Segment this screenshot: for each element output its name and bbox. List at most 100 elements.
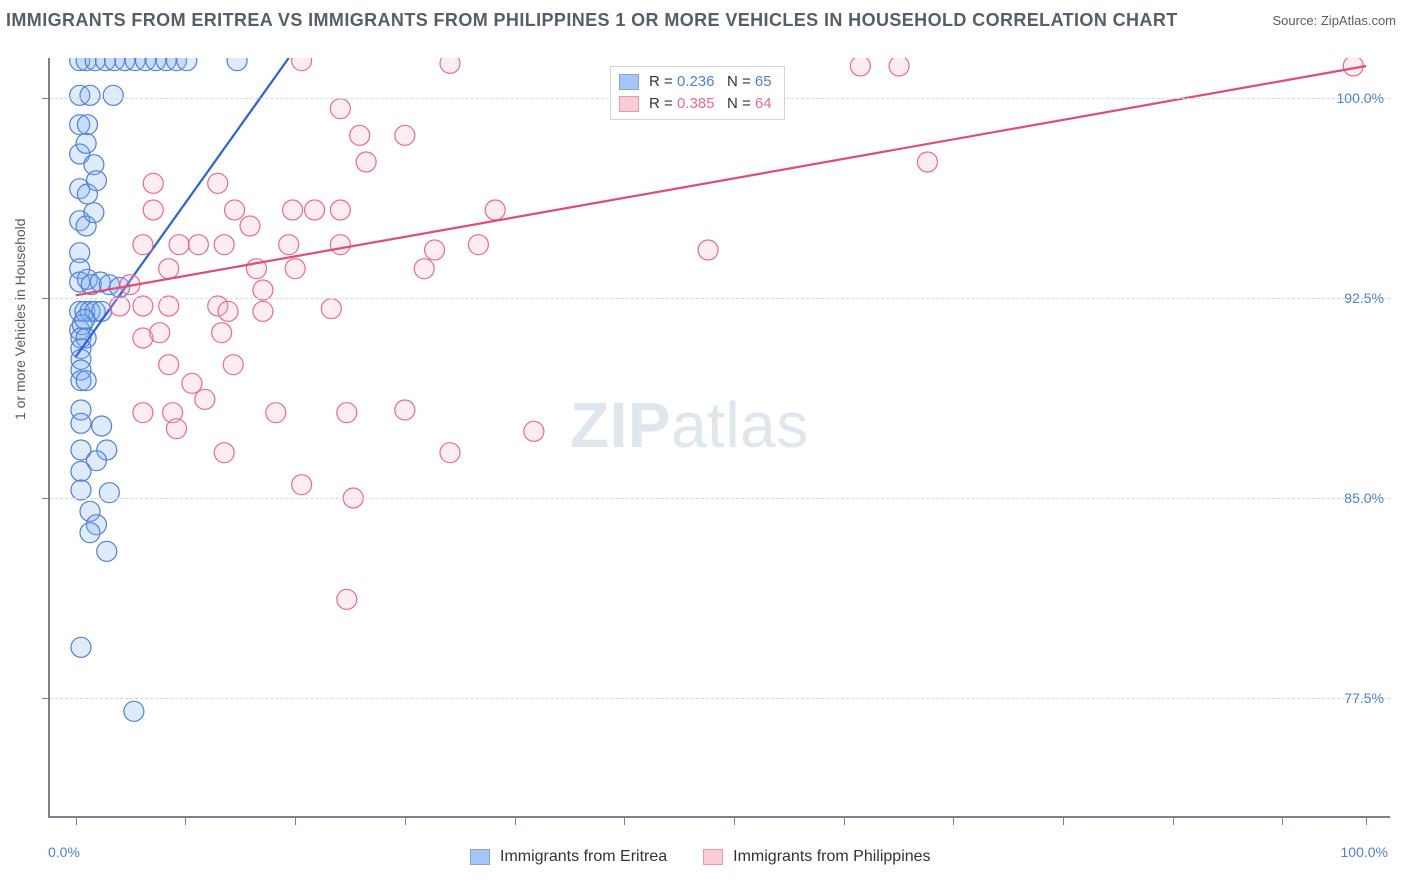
data-point <box>84 203 104 223</box>
legend-series-label: Immigrants from Eritrea <box>500 848 667 866</box>
legend-row: R = 0.385 N = 64 <box>619 93 772 115</box>
data-point <box>337 589 357 609</box>
x-min-label: 0.0% <box>48 844 80 860</box>
data-point <box>133 403 153 423</box>
legend-series-label: Immigrants from Philippines <box>733 848 930 866</box>
data-point <box>253 280 273 300</box>
data-point <box>292 58 312 71</box>
data-point <box>305 200 325 220</box>
legend-swatch <box>703 849 723 865</box>
y-tick-mark <box>42 498 50 499</box>
legend-series-item: Immigrants from Eritrea <box>470 848 667 866</box>
data-point <box>92 416 112 436</box>
data-point <box>71 480 91 500</box>
data-point <box>150 323 170 343</box>
data-point <box>440 443 460 463</box>
data-point <box>285 259 305 279</box>
y-axis-label: 1 or more Vehicles in Household <box>12 218 28 420</box>
source-label: Source: ZipAtlas.com <box>1272 13 1396 28</box>
data-point <box>159 355 179 375</box>
data-point <box>71 461 91 481</box>
data-point <box>917 152 937 172</box>
data-point <box>71 637 91 657</box>
x-max-label: 100.0% <box>1341 844 1388 860</box>
data-point <box>485 200 505 220</box>
x-tick-mark <box>185 817 186 825</box>
data-point <box>468 235 488 255</box>
data-point <box>75 309 95 329</box>
header: IMMIGRANTS FROM ERITREA VS IMMIGRANTS FR… <box>6 10 1396 31</box>
data-point <box>395 400 415 420</box>
y-tick-label: 92.5% <box>1344 290 1384 306</box>
x-tick-mark <box>1282 817 1283 825</box>
data-point <box>330 99 350 119</box>
data-point <box>266 403 286 423</box>
data-point <box>240 216 260 236</box>
scatter-plot: ZIPatlas 77.5%85.0%92.5%100.0% <box>48 58 1390 818</box>
x-tick-mark <box>405 817 406 825</box>
data-point <box>71 413 91 433</box>
data-point <box>698 240 718 260</box>
x-tick-mark <box>953 817 954 825</box>
legend-row: R = 0.236 N = 65 <box>619 71 772 93</box>
data-point <box>223 355 243 375</box>
data-point <box>143 173 163 193</box>
data-point <box>279 235 299 255</box>
legend-swatch <box>619 96 639 112</box>
gridline <box>50 698 1390 699</box>
y-tick-mark <box>42 298 50 299</box>
data-point <box>440 58 460 73</box>
data-point <box>350 125 370 145</box>
data-point <box>292 475 312 495</box>
data-point <box>425 240 445 260</box>
legend-swatch <box>470 849 490 865</box>
data-point <box>253 301 273 321</box>
data-point <box>77 115 97 135</box>
data-point <box>330 235 350 255</box>
data-point <box>208 173 228 193</box>
data-point <box>80 523 100 543</box>
data-point <box>214 235 234 255</box>
data-point <box>110 296 130 316</box>
data-point <box>76 371 96 391</box>
data-point <box>143 200 163 220</box>
data-point <box>103 85 123 105</box>
x-tick-mark <box>76 817 77 825</box>
legend-series-item: Immigrants from Philippines <box>703 848 930 866</box>
data-point <box>99 483 119 503</box>
legend-text: R = 0.236 N = 65 <box>649 71 772 93</box>
y-tick-mark <box>42 698 50 699</box>
data-point <box>889 58 909 76</box>
data-point <box>169 235 189 255</box>
data-point <box>124 701 144 721</box>
data-point <box>133 235 153 255</box>
data-point <box>182 373 202 393</box>
plot-svg <box>50 58 1392 818</box>
y-tick-label: 85.0% <box>1344 490 1384 506</box>
data-point <box>337 403 357 423</box>
data-point <box>225 200 245 220</box>
data-point <box>188 235 208 255</box>
x-tick-mark <box>734 817 735 825</box>
data-point <box>212 323 232 343</box>
data-point <box>195 389 215 409</box>
data-point <box>76 133 96 153</box>
gridline <box>50 298 1390 299</box>
x-tick-mark <box>515 817 516 825</box>
data-point <box>283 200 303 220</box>
legend-text: R = 0.385 N = 64 <box>649 93 772 115</box>
data-point <box>227 58 247 71</box>
x-tick-mark <box>1366 817 1367 825</box>
legend-swatch <box>619 74 639 90</box>
data-point <box>414 259 434 279</box>
data-point <box>97 541 117 561</box>
chart-title: IMMIGRANTS FROM ERITREA VS IMMIGRANTS FR… <box>6 10 1178 31</box>
gridline <box>50 498 1390 499</box>
data-point <box>321 299 341 319</box>
y-tick-label: 77.5% <box>1344 690 1384 706</box>
data-point <box>166 419 186 439</box>
x-tick-mark <box>844 817 845 825</box>
data-point <box>80 85 100 105</box>
x-tick-mark <box>624 817 625 825</box>
data-point <box>159 259 179 279</box>
